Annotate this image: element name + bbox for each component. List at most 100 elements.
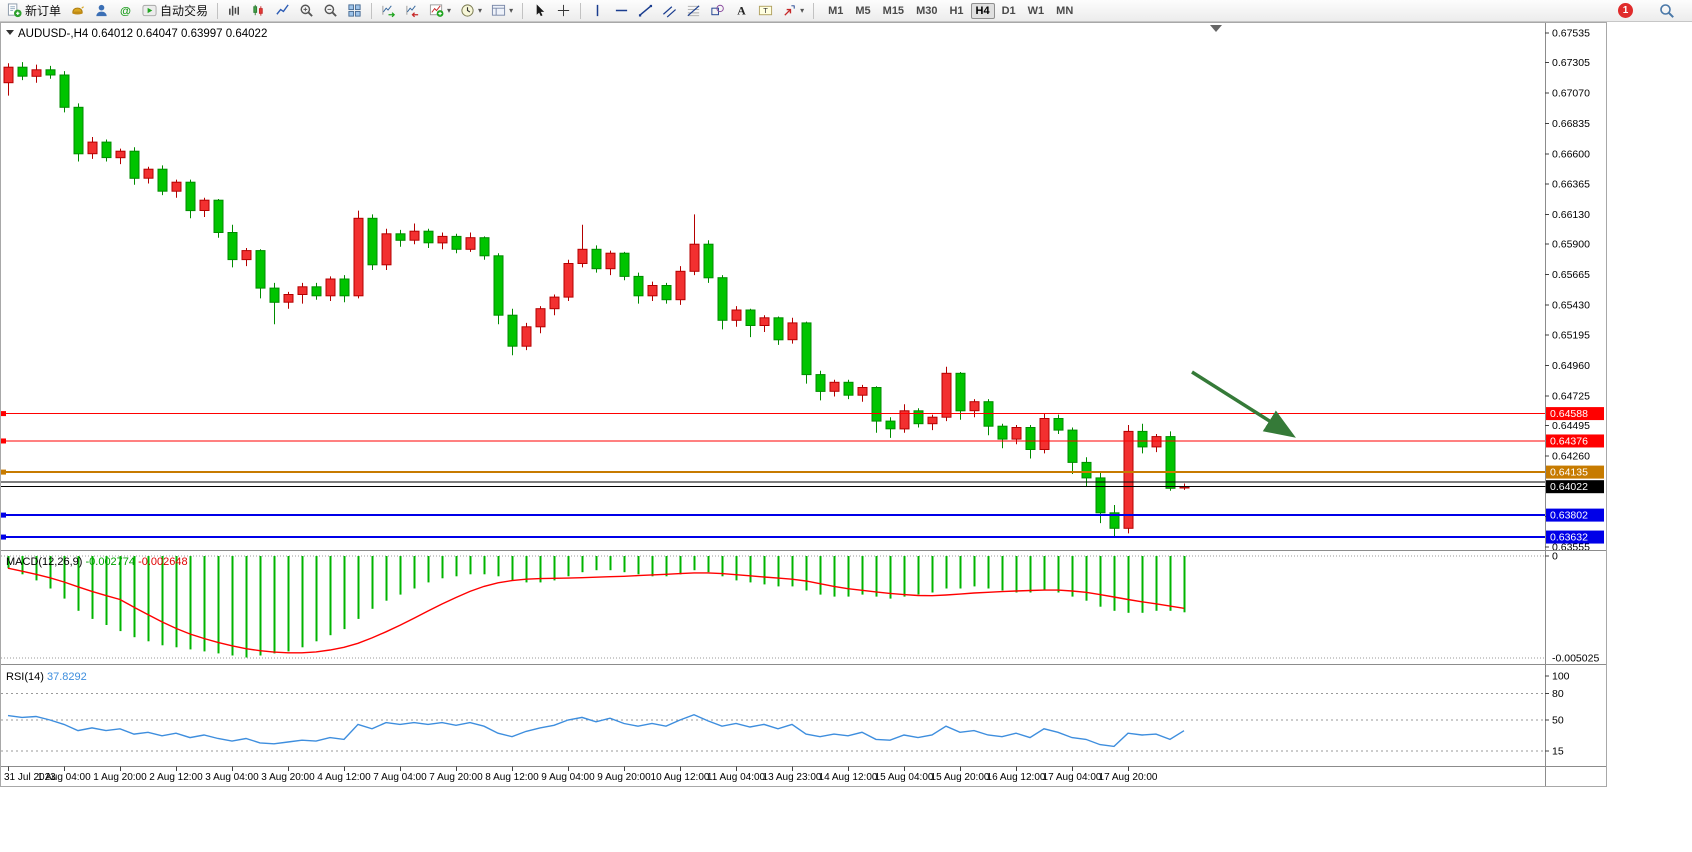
- svg-text:@: @: [120, 5, 131, 17]
- svg-text:17 Aug 20:00: 17 Aug 20:00: [1099, 772, 1158, 783]
- bar-chart-icon: [227, 3, 242, 18]
- text-button[interactable]: A: [730, 1, 753, 21]
- svg-text:2 Aug 12:00: 2 Aug 12:00: [149, 772, 203, 783]
- hline-handle[interactable]: [1, 534, 6, 540]
- svg-text:1 Aug 04:00: 1 Aug 04:00: [37, 772, 91, 783]
- price-label-0.64022: 0.64022: [1546, 480, 1604, 494]
- symbol-dropdown-icon[interactable]: [6, 30, 14, 35]
- svg-text:0.65430: 0.65430: [1552, 299, 1590, 311]
- zoom-in-icon: [299, 3, 314, 18]
- svg-text:0.64725: 0.64725: [1552, 390, 1590, 402]
- svg-text:7 Aug 04:00: 7 Aug 04:00: [373, 772, 427, 783]
- hline-handle[interactable]: [1, 512, 6, 518]
- text-label-button[interactable]: T: [754, 1, 777, 21]
- arrows-caret-icon: ▾: [800, 5, 805, 15]
- autotrade-button[interactable]: 自动交易: [138, 1, 212, 21]
- timeframe-m30-button[interactable]: M30: [911, 3, 942, 19]
- svg-text:7 Aug 20:00: 7 Aug 20:00: [429, 772, 483, 783]
- trendline-button[interactable]: [634, 1, 657, 21]
- hline-handle[interactable]: [1, 438, 6, 444]
- tile-windows-button[interactable]: [343, 1, 366, 21]
- timeframe-m15-button[interactable]: M15: [878, 3, 909, 19]
- timeframe-w1-button[interactable]: W1: [1023, 3, 1050, 19]
- rsi-line: [7, 713, 1185, 748]
- hline-handle[interactable]: [1, 469, 6, 475]
- indicators-button[interactable]: ▾: [425, 1, 455, 21]
- svg-text:0.64135: 0.64135: [1550, 467, 1588, 479]
- svg-text:0.64260: 0.64260: [1552, 450, 1590, 462]
- trend-arrow-annotation[interactable]: [1191, 370, 1296, 438]
- shapes-button[interactable]: [706, 1, 729, 21]
- timeframe-mn-button[interactable]: MN: [1051, 3, 1078, 19]
- svg-text:4 Aug 12:00: 4 Aug 12:00: [317, 772, 371, 783]
- periods-button[interactable]: ▾: [456, 1, 486, 21]
- timeframe-m5-button[interactable]: M5: [850, 3, 875, 19]
- timeframe-m1-button[interactable]: M1: [823, 3, 848, 19]
- svg-text:100: 100: [1552, 671, 1570, 683]
- metaeditor-button[interactable]: [66, 1, 89, 21]
- timeframe-h1-button[interactable]: H1: [944, 3, 968, 19]
- svg-text:A: A: [737, 5, 746, 18]
- svg-text:0.66365: 0.66365: [1552, 179, 1590, 191]
- svg-text:0.67305: 0.67305: [1552, 57, 1590, 69]
- zoom-out-button[interactable]: [319, 1, 342, 21]
- macd-label: MACD(12,26,9) -0.002774 -0.002648: [6, 556, 188, 568]
- new-order-button[interactable]: 新订单: [3, 1, 65, 21]
- svg-text:0.63632: 0.63632: [1550, 532, 1588, 544]
- auto-scroll-button[interactable]: [377, 1, 400, 21]
- community-icon: @: [118, 3, 133, 18]
- svg-text:17 Aug 04:00: 17 Aug 04:00: [1043, 772, 1102, 783]
- svg-text:3 Aug 04:00: 3 Aug 04:00: [205, 772, 259, 783]
- profile-button[interactable]: [90, 1, 113, 21]
- line-chart-button[interactable]: [271, 1, 294, 21]
- metaeditor-icon: [70, 3, 85, 18]
- price-label-0.63802: 0.63802: [1546, 508, 1604, 522]
- zoom-in-button[interactable]: [295, 1, 318, 21]
- chart-canvas[interactable]: 0.67535 0.67305 0.67070 0.66835 0.66600 0.663…: [0, 22, 1692, 852]
- search-icon: [1659, 3, 1675, 19]
- indicators-caret-icon: ▾: [447, 5, 452, 15]
- svg-text:8 Aug 12:00: 8 Aug 12:00: [485, 772, 539, 783]
- crosshair-icon: [556, 3, 571, 18]
- svg-text:0.64022: 0.64022: [1550, 481, 1588, 493]
- svg-text:15 Aug 20:00: 15 Aug 20:00: [931, 772, 990, 783]
- svg-text:80: 80: [1552, 688, 1564, 700]
- svg-text:0.65900: 0.65900: [1552, 239, 1590, 251]
- bar-chart-button[interactable]: [223, 1, 246, 21]
- candlestick-chart-button[interactable]: [247, 1, 270, 21]
- timeframe-h4-button[interactable]: H4: [970, 2, 995, 19]
- crosshair-button[interactable]: [552, 1, 575, 21]
- templates-button[interactable]: ▾: [487, 1, 517, 21]
- svg-text:0.64588: 0.64588: [1550, 408, 1588, 420]
- svg-text:0.67070: 0.67070: [1552, 88, 1590, 100]
- cursor-button[interactable]: [528, 1, 551, 21]
- toolbar-button-area: 新订单 @ 自动交易 ▾ ▾ ▾ A T ▾: [3, 1, 818, 21]
- equidistant-channel-button[interactable]: [658, 1, 681, 21]
- fibonacci-button[interactable]: [682, 1, 705, 21]
- svg-text:0.63802: 0.63802: [1550, 510, 1588, 522]
- hline-handle[interactable]: [1, 411, 6, 417]
- candles: [3, 62, 1190, 538]
- svg-text:0.64376: 0.64376: [1550, 435, 1588, 447]
- toolbar-separator: [371, 2, 373, 19]
- templates-caret-icon: ▾: [509, 5, 514, 15]
- community-button[interactable]: @: [114, 1, 137, 21]
- search-button[interactable]: [1659, 3, 1675, 19]
- vertical-line-button[interactable]: [586, 1, 609, 21]
- notification-badge[interactable]: 1: [1618, 3, 1633, 18]
- timeframe-d1-button[interactable]: D1: [997, 3, 1021, 19]
- chart-shift-marker[interactable]: [1210, 25, 1222, 32]
- new-order-icon: [7, 3, 22, 18]
- periods-icon: [460, 3, 475, 18]
- chart-shift-button[interactable]: [401, 1, 424, 21]
- price-label-0.64135: 0.64135: [1546, 465, 1604, 479]
- arrows-button[interactable]: ▾: [778, 1, 808, 21]
- svg-text:31 Jul 2023: 31 Jul 2023: [4, 772, 56, 783]
- horizontal-line-button[interactable]: [610, 1, 633, 21]
- rsi-label: RSI(14) 37.8292: [6, 671, 87, 683]
- chart-shift-icon: [405, 3, 420, 18]
- shapes-icon: [710, 3, 725, 18]
- templates-icon: [491, 3, 506, 18]
- fibonacci-icon: [686, 3, 701, 18]
